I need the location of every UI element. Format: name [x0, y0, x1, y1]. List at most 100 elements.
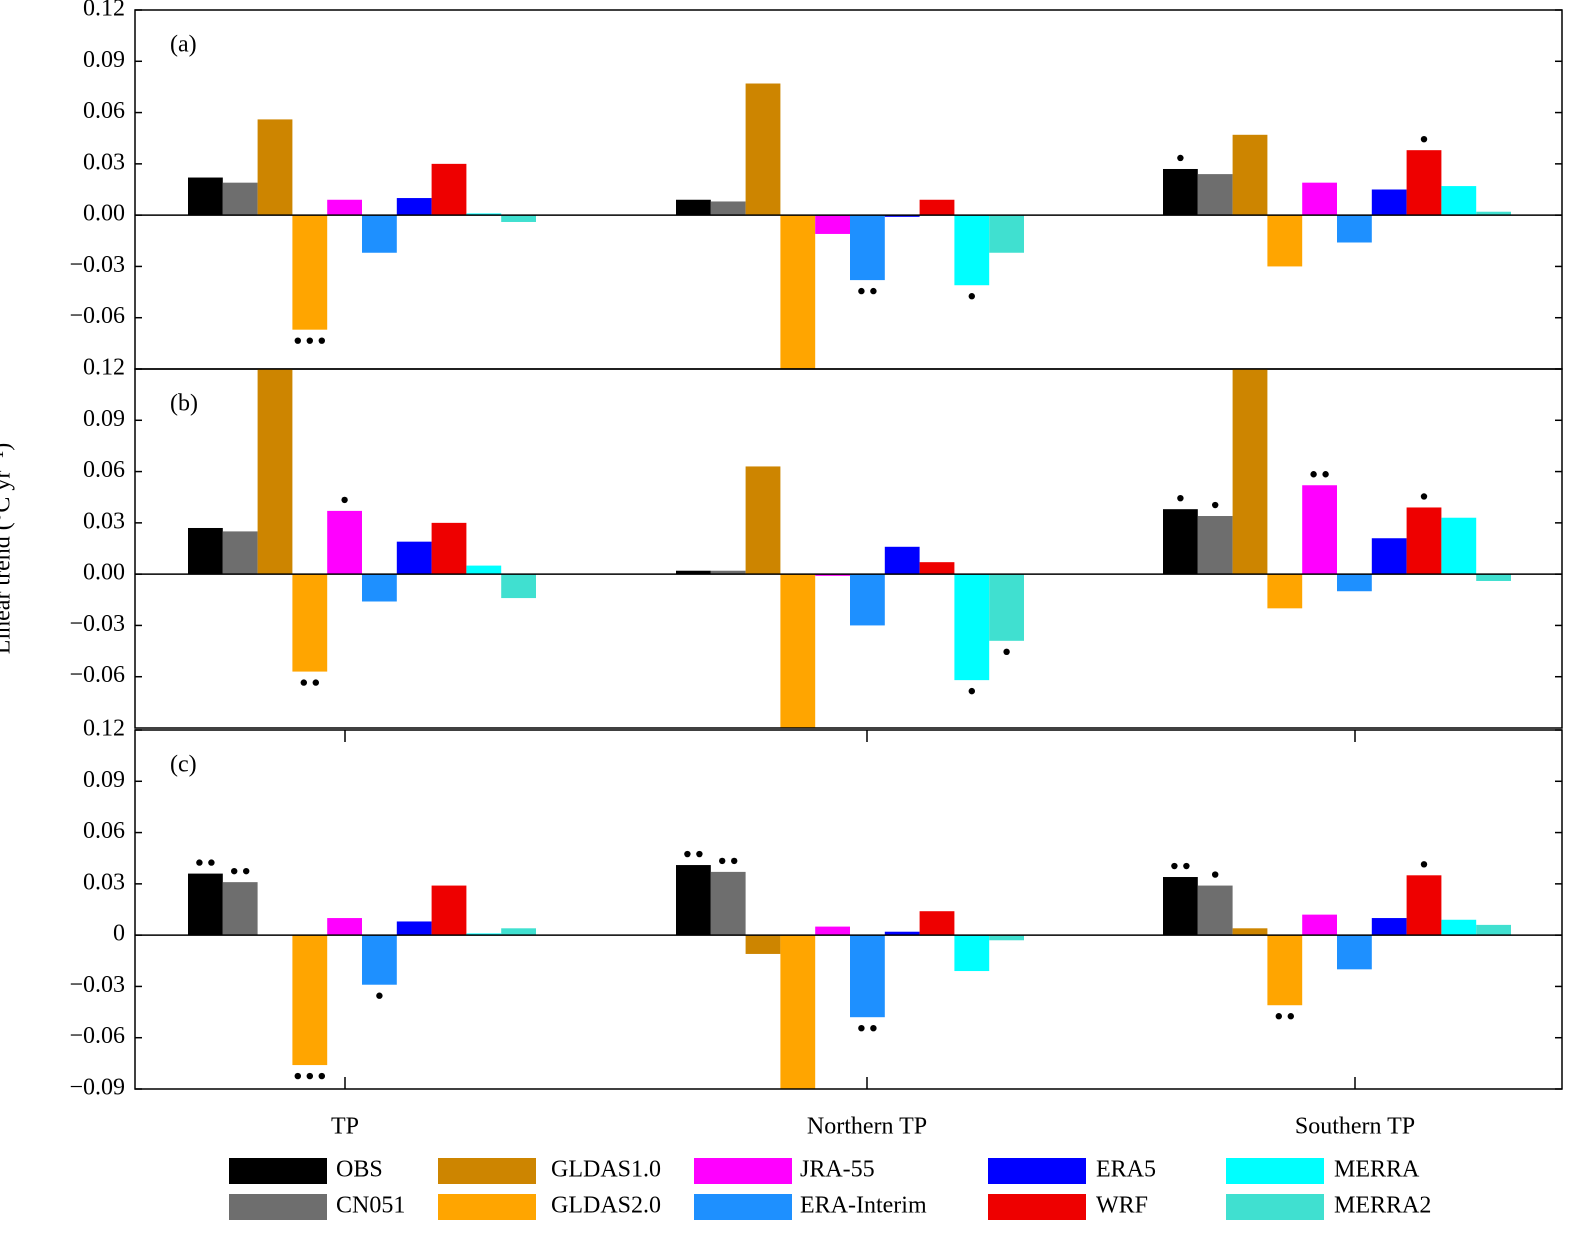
bar — [780, 935, 816, 1089]
y-tick-label: 0.09 — [83, 47, 125, 73]
significance-dot — [1275, 1013, 1283, 1020]
bar — [1476, 211, 1511, 216]
y-tick-label: 0.03 — [83, 149, 125, 175]
y-tick-label: 0.03 — [83, 869, 125, 895]
legend-label: ERA-Interim — [800, 1193, 927, 1219]
bar — [850, 574, 885, 626]
legend-swatch — [988, 1194, 1086, 1220]
plot-frame — [134, 368, 1563, 729]
y-tick-label: −0.09 — [69, 1075, 125, 1101]
bar — [188, 177, 223, 216]
significance-dot — [341, 496, 348, 504]
bar — [1406, 150, 1442, 216]
bar — [222, 882, 258, 936]
significance-dot — [719, 857, 726, 865]
y-tick-label: 0.06 — [83, 98, 125, 124]
bar — [1197, 174, 1233, 216]
significance-dot — [1420, 861, 1428, 868]
legend-label: CN051 — [336, 1193, 405, 1219]
bar — [1267, 215, 1303, 267]
panel — [188, 369, 1511, 728]
y-axis-label: Linear trend (°C yr⁻¹) — [0, 443, 16, 654]
bar — [1371, 189, 1407, 216]
y-tick-label: −0.06 — [69, 303, 125, 329]
legend-label: GLDAS1.0 — [551, 1157, 661, 1183]
bar — [676, 865, 711, 936]
bar — [396, 198, 432, 216]
significance-dot — [208, 859, 215, 866]
bar — [954, 574, 990, 681]
bar — [1232, 369, 1268, 575]
bar — [1476, 574, 1511, 581]
y-tick-label: 0.03 — [83, 508, 125, 534]
y-tick-label: 0.12 — [83, 716, 125, 742]
significance-dot — [870, 1025, 877, 1032]
bar — [1441, 919, 1477, 936]
significance-dot — [1420, 135, 1428, 143]
significance-dot — [318, 337, 325, 344]
legend-label: GLDAS2.0 — [551, 1193, 661, 1219]
bar — [1441, 186, 1477, 216]
bar — [257, 119, 293, 216]
bar — [919, 199, 955, 216]
bar — [466, 933, 502, 936]
significance-dot — [243, 867, 250, 875]
bar — [1267, 574, 1303, 609]
y-tick-label: −0.06 — [69, 662, 125, 688]
bar — [745, 935, 781, 954]
bar — [1337, 215, 1372, 243]
bar — [884, 546, 920, 575]
bar — [710, 871, 746, 936]
bar — [1371, 538, 1407, 575]
legend-swatch — [694, 1158, 792, 1184]
bar — [1441, 517, 1477, 575]
bar — [1232, 134, 1268, 216]
bar — [292, 574, 328, 672]
significance-dot — [306, 1072, 313, 1080]
significance-dot — [1420, 493, 1428, 500]
bar — [815, 215, 850, 234]
significance-dot — [300, 679, 307, 686]
legend-label: WRF — [1096, 1193, 1148, 1219]
significance-dot — [1183, 862, 1190, 870]
bar — [501, 215, 536, 222]
legend-label: OBS — [336, 1157, 383, 1183]
significance-dot — [196, 859, 203, 866]
y-tick-label: −0.03 — [69, 252, 125, 278]
bar — [954, 935, 990, 972]
bar — [188, 873, 223, 936]
bar — [222, 531, 258, 575]
significance-dot — [1322, 471, 1329, 478]
panel-label: (a) — [170, 32, 197, 58]
y-tick-label: 0.00 — [83, 201, 125, 227]
legend-swatch — [1226, 1194, 1324, 1220]
bar — [884, 931, 920, 936]
bar — [745, 466, 781, 575]
significance-dot — [870, 287, 877, 295]
significance-dot — [294, 337, 301, 344]
bar — [815, 574, 850, 576]
bar — [431, 885, 467, 936]
bar — [327, 918, 362, 936]
significance-dot — [1212, 501, 1219, 509]
legend-label: ERA5 — [1096, 1157, 1156, 1183]
bar — [466, 565, 502, 575]
bar — [1371, 918, 1407, 936]
bar — [1406, 507, 1442, 575]
significance-dot — [1177, 494, 1184, 502]
bar — [745, 83, 781, 216]
legend-swatch — [229, 1194, 327, 1220]
legend-swatch — [438, 1158, 536, 1184]
bar — [1302, 914, 1337, 936]
x-tick-label: Southern TP — [1295, 1114, 1415, 1140]
legend-swatch — [1226, 1158, 1324, 1184]
significance-dot — [1003, 648, 1010, 656]
bar — [710, 201, 746, 216]
significance-dot — [696, 850, 703, 858]
y-tick-label: 0.06 — [83, 457, 125, 483]
significance-dot — [968, 293, 975, 300]
plot-frame — [134, 9, 1563, 370]
significance-dot — [376, 992, 383, 999]
bar — [919, 562, 955, 575]
significance-dot — [1212, 871, 1219, 878]
